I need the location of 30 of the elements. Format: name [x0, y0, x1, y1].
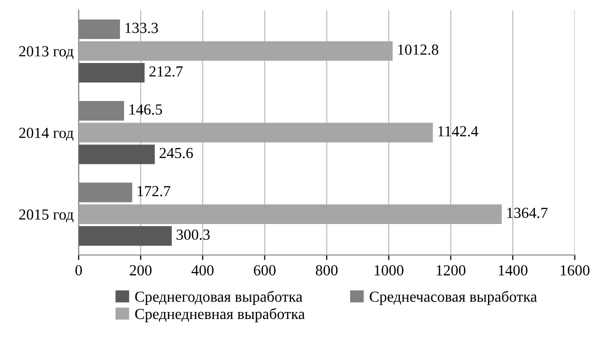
data-label: 1142.4 [438, 126, 478, 136]
y-tick-label: 2013 год [19, 46, 74, 60]
bar [78, 204, 502, 224]
legend-label: Среднедневная выработка [135, 308, 305, 322]
data-label: 212.7 [149, 66, 183, 77]
bar [78, 62, 145, 83]
x-tick-label: 600 [254, 265, 276, 276]
legend-label: Среднегодовая выработка [135, 290, 302, 305]
data-label: 300.3 [176, 229, 210, 240]
bar [78, 41, 393, 61]
bar [78, 122, 433, 142]
data-label: 1012.8 [398, 44, 438, 55]
data-label: 172.7 [138, 186, 170, 196]
data-label: 133.3 [125, 22, 158, 34]
data-label: 146.5 [130, 104, 162, 115]
data-label: 1364.7 [507, 208, 548, 218]
bar [78, 226, 172, 246]
bar [78, 144, 155, 164]
data-label: 245.6 [160, 148, 193, 158]
y-tick-label: 2015 год [19, 209, 74, 222]
x-tick-label: 0 [75, 265, 82, 276]
x-tick-label: 800 [316, 265, 338, 276]
legend-label: Среднечасовая выработка [370, 290, 537, 305]
x-tick-label: 1400 [498, 265, 528, 276]
y-tick-label: 2014 год [19, 128, 74, 141]
x-tick-label: 1600 [560, 265, 590, 276]
x-tick-label: 1200 [436, 265, 466, 276]
x-tick-label: 400 [192, 265, 214, 276]
x-tick-label: 1000 [374, 265, 404, 276]
x-tick-label: 200 [130, 265, 152, 276]
